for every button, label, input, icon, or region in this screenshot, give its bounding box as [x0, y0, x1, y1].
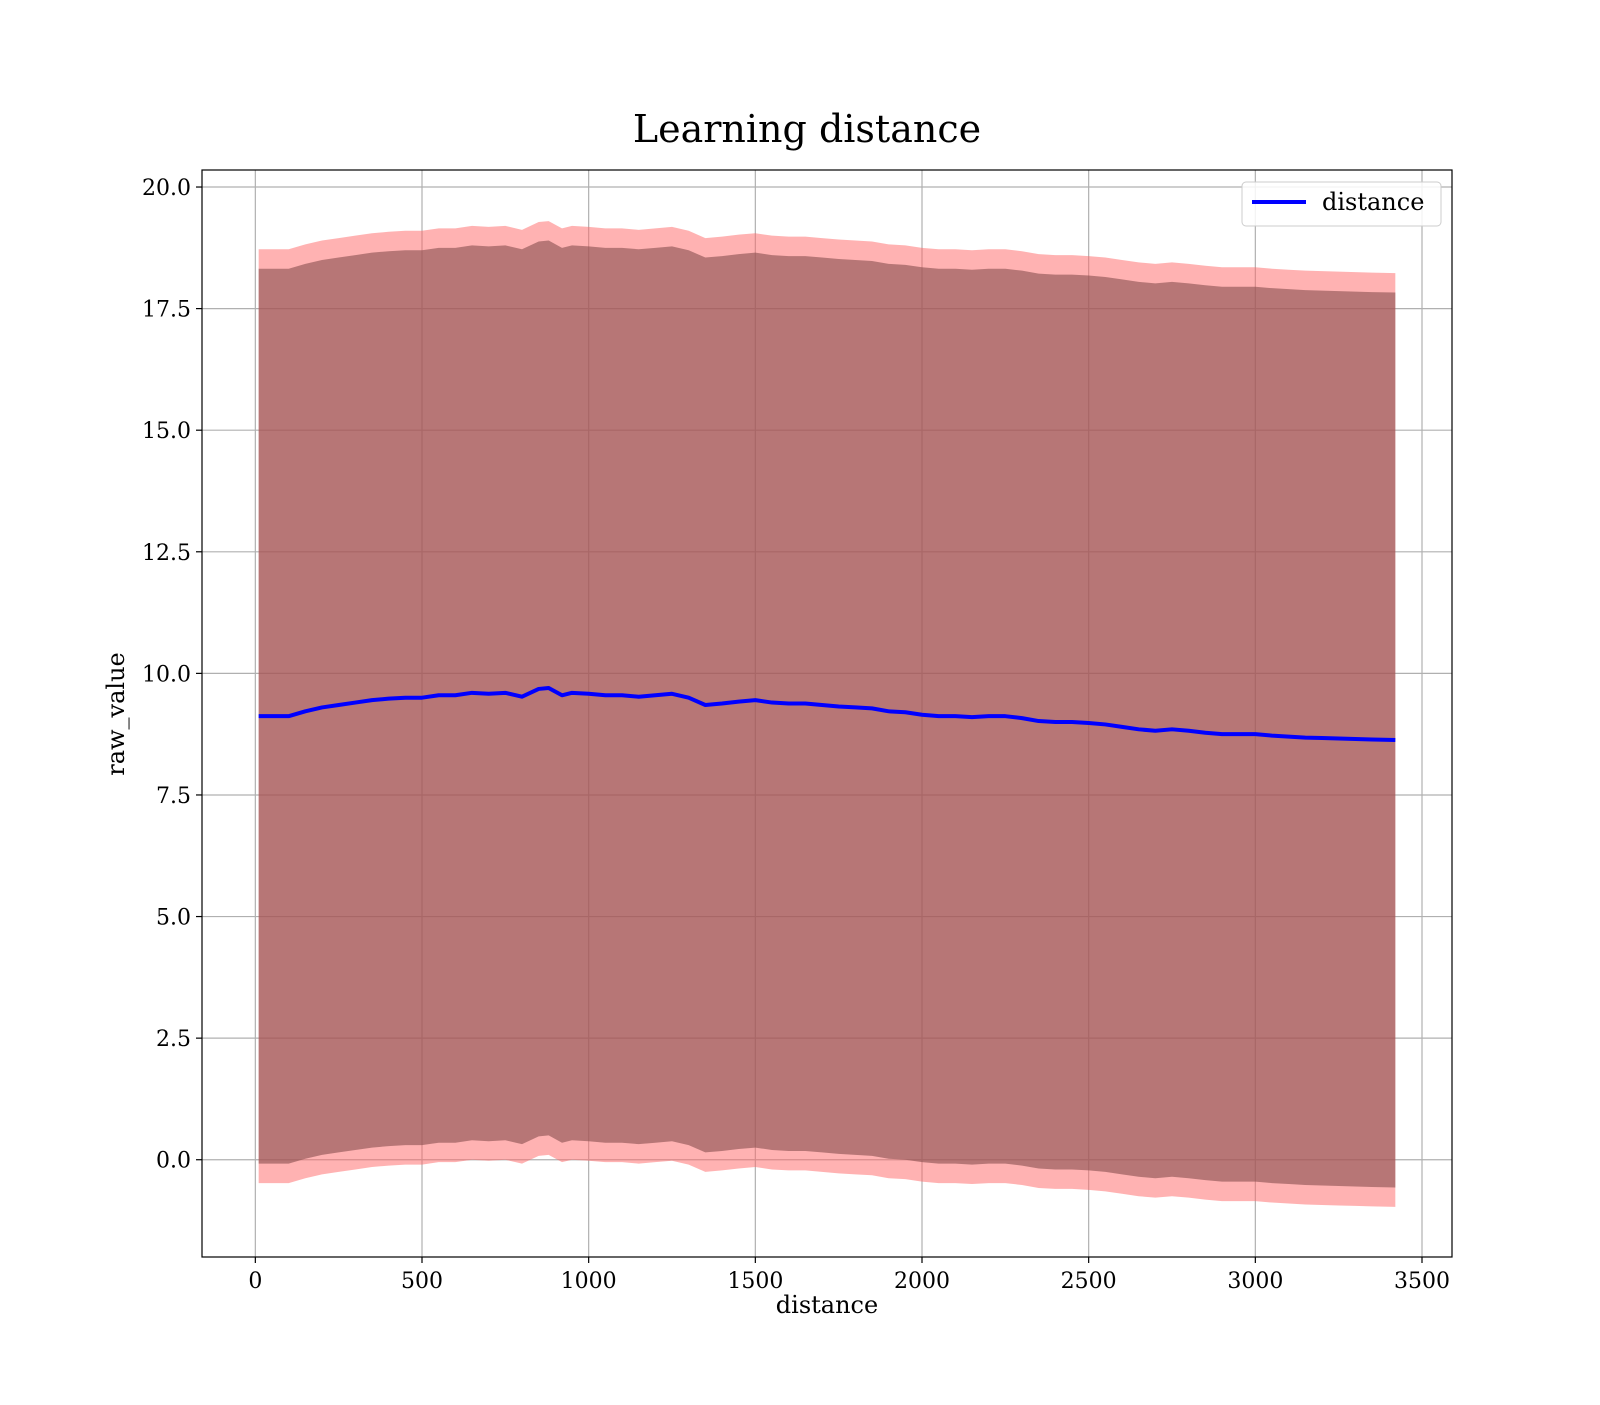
chart-title: Learning distance — [633, 107, 981, 151]
x-tick-label-3: 1500 — [727, 1269, 783, 1294]
legend: distance — [1241, 181, 1442, 227]
x-tick-label-5: 2500 — [1061, 1269, 1117, 1294]
x-tick-label-7: 3500 — [1394, 1269, 1450, 1294]
y-axis-ticks: 0.0 2.5 5.0 7.5 10.0 12.5 15.0 17.5 20.0 — [142, 176, 202, 1174]
confidence-band-1 — [258, 240, 1396, 1188]
x-tick-label-2: 1000 — [561, 1269, 617, 1294]
y-tick-label-2: 5.0 — [156, 906, 191, 931]
series-lines — [258, 685, 1396, 743]
y-tick-label-6: 15.0 — [142, 419, 191, 444]
y-tick-label-8: 20.0 — [142, 176, 191, 201]
confidence-bands — [258, 221, 1396, 1207]
y-tick-label-1: 2.5 — [156, 1027, 191, 1052]
x-tick-label-1: 500 — [401, 1269, 443, 1294]
x-axis-ticks: 0 500 1000 1500 2000 2500 3000 3500 — [248, 1257, 1450, 1294]
legend-label-distance: distance — [1322, 188, 1424, 216]
legend-box — [1241, 181, 1442, 227]
y-tick-label-0: 0.0 — [156, 1149, 191, 1174]
x-tick-label-0: 0 — [248, 1269, 262, 1294]
x-tick-label-4: 2000 — [894, 1269, 950, 1294]
y-tick-label-5: 12.5 — [142, 541, 191, 566]
x-axis-label: distance — [776, 1291, 878, 1319]
y-tick-label-4: 10.0 — [142, 662, 191, 687]
x-tick-label-6: 3000 — [1227, 1269, 1283, 1294]
y-axis-label: raw_value — [102, 652, 130, 776]
y-tick-label-7: 17.5 — [142, 298, 191, 323]
y-tick-label-3: 7.5 — [156, 784, 191, 809]
series-line-0 — [258, 685, 1396, 743]
plot-frame — [201, 169, 1453, 1258]
